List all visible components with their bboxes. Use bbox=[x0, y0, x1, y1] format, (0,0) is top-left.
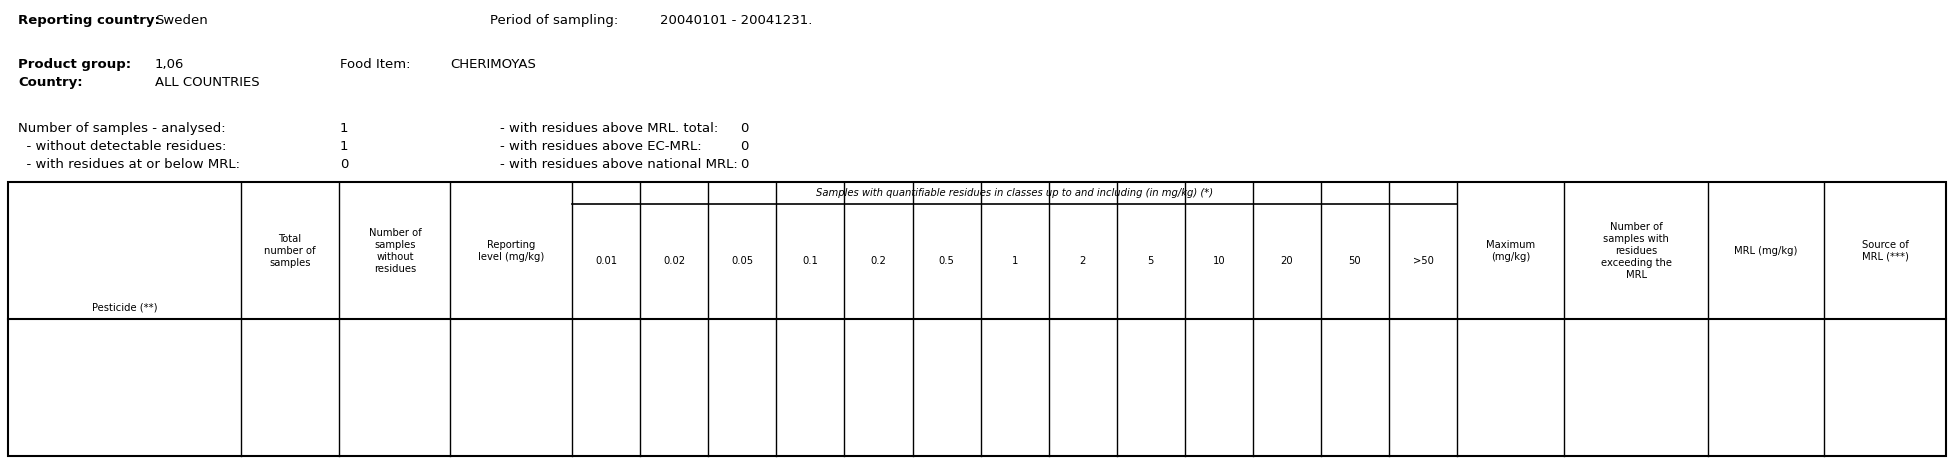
Text: - without detectable residues:: - without detectable residues: bbox=[18, 140, 227, 153]
Text: - with residues above EC-MRL:: - with residues above EC-MRL: bbox=[500, 140, 701, 153]
Text: 50: 50 bbox=[1348, 256, 1362, 267]
Text: Samples with quantifiable residues in classes up to and including (in mg/kg) (*): Samples with quantifiable residues in cl… bbox=[817, 188, 1213, 198]
Bar bbox=[8, 182, 1946, 456]
Text: Country:: Country: bbox=[18, 76, 82, 89]
Text: 2: 2 bbox=[1079, 256, 1086, 267]
Text: - with residues above national MRL:: - with residues above national MRL: bbox=[500, 158, 739, 171]
Text: Reporting
level (mg/kg): Reporting level (mg/kg) bbox=[479, 239, 545, 261]
Text: Maximum
(mg/kg): Maximum (mg/kg) bbox=[1487, 239, 1536, 261]
Text: Pesticide (**): Pesticide (**) bbox=[92, 303, 156, 313]
Text: Reporting country:: Reporting country: bbox=[18, 14, 160, 27]
Text: Source of
MRL (***): Source of MRL (***) bbox=[1862, 239, 1909, 261]
Text: 0.05: 0.05 bbox=[731, 256, 754, 267]
Text: 20040101 - 20041231.: 20040101 - 20041231. bbox=[660, 14, 813, 27]
Text: 0.02: 0.02 bbox=[662, 256, 686, 267]
Text: 0.1: 0.1 bbox=[803, 256, 819, 267]
Text: 1: 1 bbox=[340, 140, 348, 153]
Text: - with residues at or below MRL:: - with residues at or below MRL: bbox=[18, 158, 240, 171]
Text: 0.2: 0.2 bbox=[871, 256, 887, 267]
Text: >50: >50 bbox=[1413, 256, 1434, 267]
Text: Number of samples - analysed:: Number of samples - analysed: bbox=[18, 122, 225, 135]
Text: Sweden: Sweden bbox=[154, 14, 207, 27]
Text: 20: 20 bbox=[1280, 256, 1294, 267]
Text: 1,06: 1,06 bbox=[154, 58, 184, 71]
Text: CHERIMOYAS: CHERIMOYAS bbox=[449, 58, 535, 71]
Text: ALL COUNTRIES: ALL COUNTRIES bbox=[154, 76, 260, 89]
Text: Product group:: Product group: bbox=[18, 58, 131, 71]
Text: 0.5: 0.5 bbox=[938, 256, 954, 267]
Text: - with residues above MRL. total:: - with residues above MRL. total: bbox=[500, 122, 719, 135]
Text: 1: 1 bbox=[340, 122, 348, 135]
Text: Food Item:: Food Item: bbox=[340, 58, 410, 71]
Text: Period of sampling:: Period of sampling: bbox=[490, 14, 617, 27]
Text: Total
number of
samples: Total number of samples bbox=[264, 233, 317, 267]
Text: 0.01: 0.01 bbox=[596, 256, 617, 267]
Text: 0: 0 bbox=[340, 158, 348, 171]
Text: 10: 10 bbox=[1213, 256, 1225, 267]
Text: Number of
samples with
residues
exceeding the
MRL: Number of samples with residues exceedin… bbox=[1600, 221, 1671, 280]
Text: 1: 1 bbox=[1012, 256, 1018, 267]
Text: 5: 5 bbox=[1147, 256, 1155, 267]
Text: 0: 0 bbox=[741, 122, 748, 135]
Text: Number of
samples
without
residues: Number of samples without residues bbox=[369, 227, 422, 274]
Text: 0: 0 bbox=[741, 158, 748, 171]
Text: 0: 0 bbox=[741, 140, 748, 153]
Text: MRL (mg/kg): MRL (mg/kg) bbox=[1735, 245, 1798, 255]
